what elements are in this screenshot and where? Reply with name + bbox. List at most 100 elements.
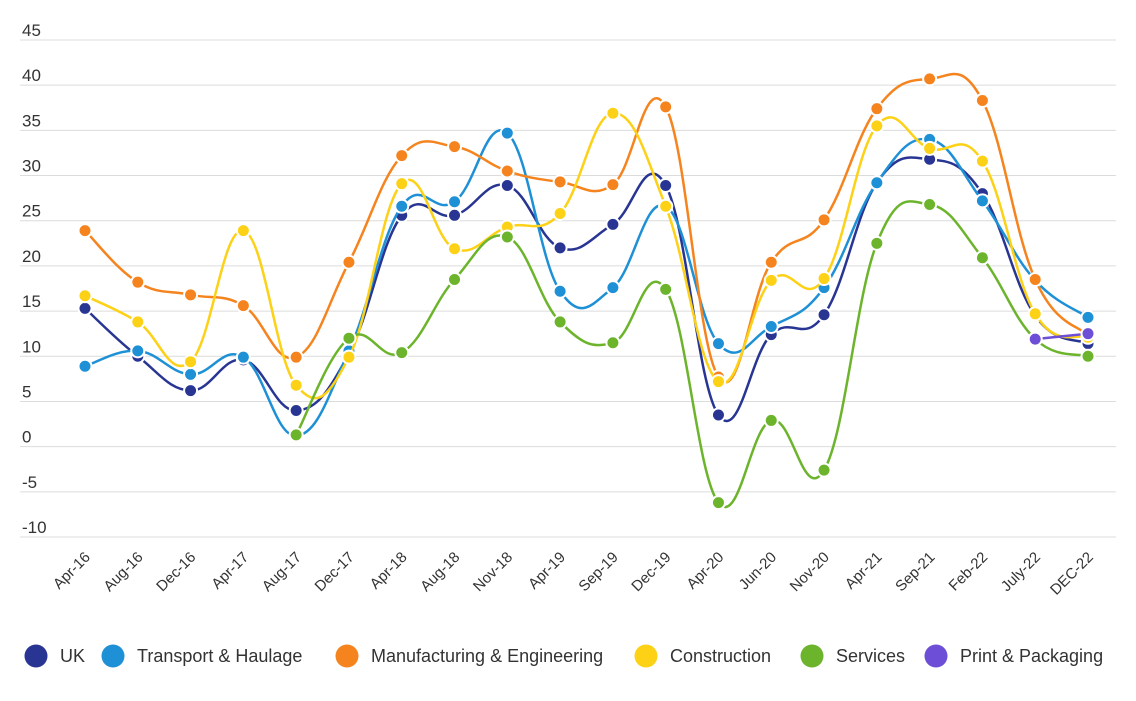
x-tick-label: Jun-20 <box>736 549 780 593</box>
legend-label: Construction <box>670 646 771 666</box>
y-tick-label: 40 <box>22 66 41 85</box>
legend-item-transport-haulage[interactable]: Transport & Haulage <box>101 644 303 668</box>
data-point <box>77 288 93 304</box>
data-point <box>658 281 674 297</box>
data-point <box>394 176 410 192</box>
data-point <box>447 271 463 287</box>
data-point <box>605 335 621 351</box>
y-tick-label: -10 <box>22 518 47 537</box>
series-transport-haulage <box>77 125 1096 444</box>
data-point <box>710 495 726 511</box>
data-point <box>869 235 885 251</box>
series-uk <box>77 151 1096 423</box>
y-axis-ticks: 45 40 35 30 25 20 15 10 5 0 -5 -10 <box>22 21 47 537</box>
data-point <box>447 207 463 223</box>
data-point <box>341 330 357 346</box>
series-line <box>84 72 1089 384</box>
data-point <box>1080 326 1096 342</box>
x-tick-label: DEC-22 <box>1047 549 1097 599</box>
x-tick-label: Sep-19 <box>575 549 621 595</box>
y-tick-label: 15 <box>22 292 41 311</box>
x-tick-label: Dec-19 <box>628 549 674 595</box>
data-point <box>1027 331 1043 347</box>
data-point <box>499 177 515 193</box>
data-point <box>710 336 726 352</box>
legend-swatch <box>800 644 824 668</box>
data-point <box>816 307 832 323</box>
x-tick-label: July-22 <box>998 549 1044 595</box>
data-point <box>1027 306 1043 322</box>
series-line <box>84 156 1089 423</box>
data-point <box>710 374 726 390</box>
x-tick-label: Dec-17 <box>312 549 358 595</box>
data-point <box>869 118 885 134</box>
data-point <box>552 314 568 330</box>
data-point <box>288 349 304 365</box>
data-point <box>974 153 990 169</box>
data-point <box>341 349 357 365</box>
x-tick-label: Aug-18 <box>417 549 463 595</box>
x-tick-label: Apr-18 <box>367 549 411 593</box>
data-point <box>605 280 621 296</box>
y-tick-label: 10 <box>22 337 41 356</box>
legend-item-construction[interactable]: Construction <box>634 644 772 668</box>
data-point <box>77 223 93 239</box>
x-tick-label: Nov-20 <box>787 549 833 595</box>
x-tick-label: Sep-21 <box>892 549 938 595</box>
data-point <box>499 163 515 179</box>
series-line <box>84 111 1089 400</box>
legend-item-print-packaging[interactable]: Print & Packaging <box>924 644 1104 668</box>
data-point <box>869 101 885 117</box>
data-point <box>1080 348 1096 364</box>
data-point <box>605 105 621 121</box>
data-point <box>77 300 93 316</box>
x-tick-label: Apr-21 <box>842 549 886 593</box>
legend-label: Transport & Haulage <box>137 646 302 666</box>
legend-item-uk[interactable]: UK <box>24 644 86 668</box>
data-point <box>288 377 304 393</box>
data-point <box>763 254 779 270</box>
data-point <box>605 216 621 232</box>
data-point <box>447 139 463 155</box>
data-point <box>974 193 990 209</box>
legend-item-manufacturing-engineering[interactable]: Manufacturing & Engineering <box>335 644 604 668</box>
x-tick-label: Apr-20 <box>683 549 727 593</box>
legend-swatch <box>335 644 359 668</box>
data-point <box>394 345 410 361</box>
data-point <box>869 175 885 191</box>
data-point <box>1027 271 1043 287</box>
legend-swatch <box>924 644 948 668</box>
data-point <box>394 198 410 214</box>
data-point <box>658 177 674 193</box>
legend-item-services[interactable]: Services <box>800 644 906 668</box>
y-tick-label: 30 <box>22 157 41 176</box>
data-point <box>447 194 463 210</box>
legend-label: UK <box>60 646 85 666</box>
data-point <box>552 283 568 299</box>
data-point <box>552 205 568 221</box>
data-point <box>922 140 938 156</box>
y-tick-label: 45 <box>22 21 41 40</box>
x-tick-label: Aug-16 <box>100 549 146 595</box>
series-construction <box>77 105 1096 400</box>
y-tick-label: 5 <box>22 382 31 401</box>
data-point <box>130 274 146 290</box>
x-tick-label: Apr-19 <box>525 549 569 593</box>
data-point <box>816 212 832 228</box>
data-point <box>922 71 938 87</box>
series-lines <box>77 71 1096 511</box>
legend-swatch <box>24 644 48 668</box>
y-tick-label: 0 <box>22 428 31 447</box>
x-tick-label: Nov-18 <box>470 549 516 595</box>
x-tick-label: Dec-16 <box>153 549 199 595</box>
data-point <box>235 223 251 239</box>
legend: UK Transport & Haulage Manufacturing & Eng… <box>24 644 1104 668</box>
data-point <box>763 272 779 288</box>
data-point <box>974 250 990 266</box>
data-point <box>183 287 199 303</box>
data-point <box>816 462 832 478</box>
data-point <box>183 383 199 399</box>
data-point <box>499 229 515 245</box>
